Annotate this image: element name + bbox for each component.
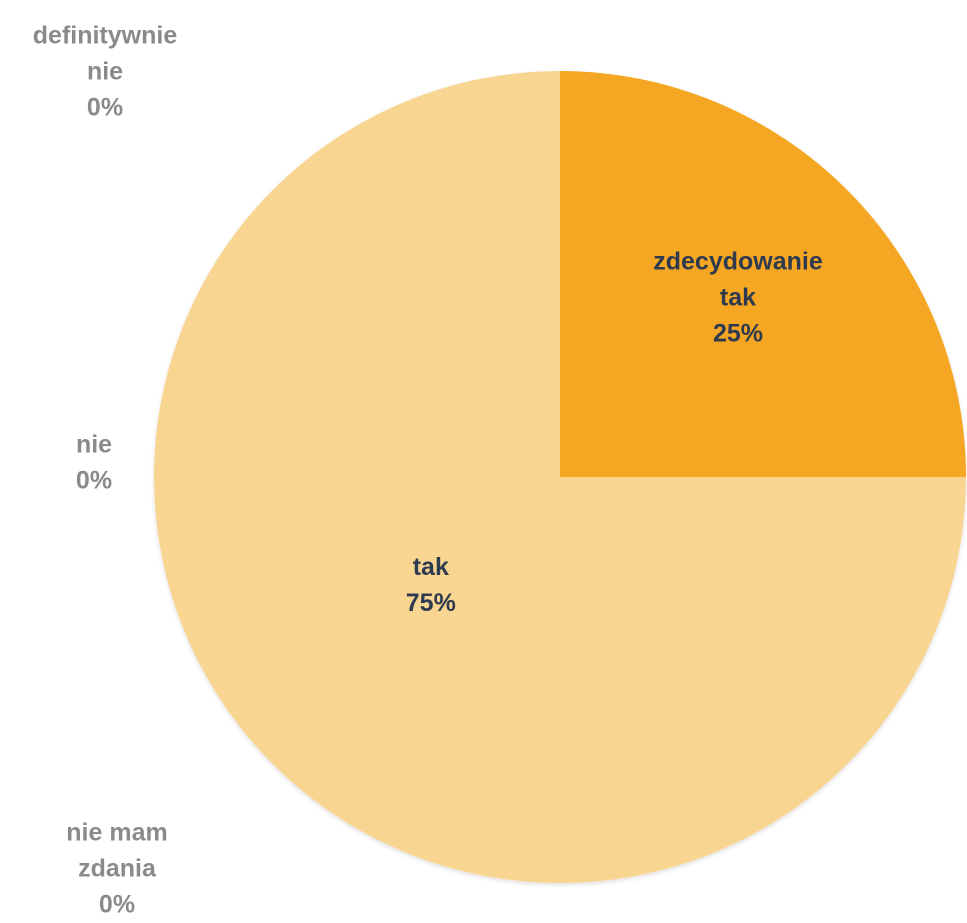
pie-label-tak: tak 75%: [406, 553, 456, 617]
pie-label-definitywnie-nie: definitywnie nie 0%: [33, 22, 178, 122]
pie-labels: zdecydowanie tak 25%tak 75%nie mam zdania 0%n…: [33, 22, 823, 919]
pie-label-line: 0%: [76, 467, 112, 495]
pie-label-line: nie: [76, 431, 112, 459]
pie-label-line: nie mam: [66, 819, 167, 847]
pie-label-nie: nie 0%: [76, 431, 112, 495]
pie-label-line: zdania: [78, 855, 157, 883]
pie-slice-zdecydowanie-tak: [560, 71, 966, 477]
pie-label-nie-mam-zdania: nie mam zdania 0%: [66, 819, 167, 919]
pie-label-line: 25%: [713, 320, 763, 348]
pie-slices: [154, 71, 966, 883]
pie-label-line: 75%: [406, 589, 456, 617]
pie-label-line: tak: [413, 553, 449, 581]
pie-label-line: definitywnie: [33, 22, 178, 50]
pie-slice-tak: [154, 71, 966, 883]
pie-label-line: tak: [720, 284, 756, 312]
pie-label-line: 0%: [99, 891, 135, 919]
pie-label-line: 0%: [87, 94, 123, 122]
pie-label-zdecydowanie-tak: zdecydowanie tak 25%: [653, 248, 823, 348]
pie-label-line: zdecydowanie: [653, 248, 823, 276]
pie-label-line: nie: [87, 58, 123, 86]
